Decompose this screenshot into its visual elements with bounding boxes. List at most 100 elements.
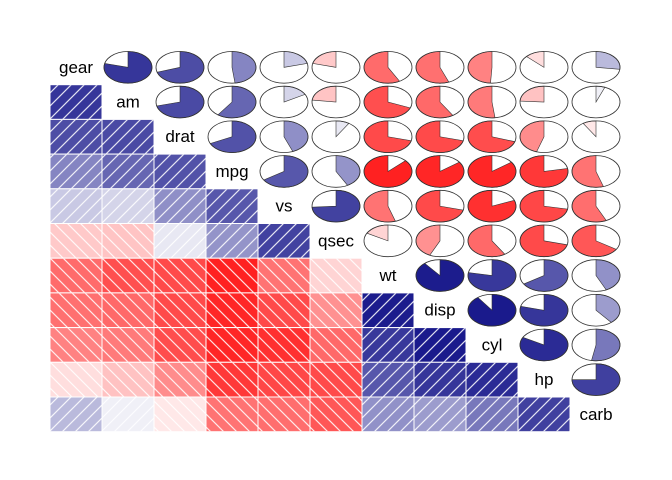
pie-outline: [519, 189, 569, 223]
shade-cell-wt-vs: [257, 257, 311, 294]
pie-cell-cyl-carb: [571, 328, 621, 362]
pie-outline: [519, 224, 569, 258]
pie-outline: [259, 85, 309, 119]
pie-outline: [207, 51, 257, 84]
pie-outline: [155, 85, 205, 119]
pie-cell-vs-hp: [519, 189, 569, 223]
shade-hatch: [206, 328, 258, 362]
shade-hatch: [102, 328, 154, 362]
shade-hatch: [154, 189, 206, 223]
pie-outline: [259, 155, 309, 188]
pie-outline: [519, 293, 569, 327]
pie-slice: [231, 51, 257, 84]
pie-cell-am-hp: [519, 85, 569, 119]
variable-label-wt: wt: [379, 266, 397, 285]
pie-outline: [415, 120, 465, 154]
pie-cell-qsec-disp: [415, 224, 465, 258]
shade-cell-qsec-gear: [49, 223, 103, 259]
pie-outline: [259, 51, 309, 84]
shade-hatch: [50, 258, 102, 293]
shade-hatch: [362, 293, 414, 328]
shade-cell-drat-gear: [49, 118, 103, 155]
shade-hatch: [414, 362, 466, 397]
pie-cell-gear-drat: [155, 51, 205, 84]
pie-outline: [467, 155, 517, 188]
pie-cell-wt-hp: [519, 259, 569, 292]
pie-outline: [467, 224, 517, 258]
pie-outline: [207, 85, 257, 119]
shade-hatch: [102, 154, 154, 189]
pie-outline: [311, 155, 361, 188]
shade-hatch: [154, 224, 206, 258]
pie-cell-gear-qsec: [311, 51, 361, 84]
pie-cell-am-vs: [259, 85, 309, 119]
pie-cell-am-disp: [415, 85, 465, 119]
shade-hatch: [466, 362, 518, 397]
shade-cell-carb-cyl: [465, 396, 519, 433]
shade-cell-vs-am: [101, 188, 155, 225]
pie-cell-vs-disp: [415, 189, 465, 223]
shade-cell-wt-mpg: [205, 257, 259, 294]
pie-outline: [467, 293, 517, 327]
pie-outline: [467, 51, 517, 84]
shade-cell-carb-drat: [153, 396, 207, 433]
pie-cell-qsec-carb: [571, 224, 621, 258]
pie-outline: [311, 189, 361, 223]
shade-hatch: [154, 362, 206, 397]
shade-cell-cyl-disp: [413, 327, 467, 363]
pie-cell-wt-cyl: [467, 259, 517, 292]
pie-cell-mpg-qsec: [311, 155, 361, 188]
shade-cell-qsec-drat: [153, 223, 207, 259]
shade-cell-carb-gear: [49, 396, 103, 433]
shade-cell-carb-disp: [413, 396, 467, 433]
variable-label-mpg: mpg: [215, 162, 248, 181]
pie-outline: [571, 224, 621, 258]
shade-hatch: [310, 328, 362, 362]
shade-hatch: [258, 397, 310, 432]
variable-label-am: am: [116, 93, 140, 112]
shade-cell-carb-mpg: [205, 396, 259, 433]
pie-cell-drat-carb: [571, 120, 621, 154]
shade-hatch: [206, 293, 258, 328]
shade-cell-vs-drat: [153, 188, 207, 225]
shade-hatch: [206, 189, 258, 223]
pie-cell-drat-qsec: [311, 120, 361, 154]
shade-hatch: [50, 85, 102, 119]
shade-cell-disp-gear: [49, 292, 103, 329]
pie-outline: [311, 51, 361, 84]
pie-cell-vs-wt: [363, 189, 413, 223]
pie-cell-drat-wt: [363, 120, 413, 154]
shade-cell-cyl-vs: [257, 327, 311, 363]
shade-hatch: [258, 328, 310, 362]
shade-cell-disp-am: [101, 292, 155, 329]
pie-outline: [519, 51, 569, 84]
shade-hatch: [50, 119, 102, 154]
shade-hatch: [102, 119, 154, 154]
shade-hatch: [102, 224, 154, 258]
pie-cell-vs-carb: [571, 189, 621, 223]
pie-cell-mpg-carb: [571, 155, 621, 188]
shade-cell-cyl-qsec: [309, 327, 363, 363]
variable-label-cyl: cyl: [482, 335, 503, 354]
shade-hatch: [206, 224, 258, 258]
shade-hatch: [102, 189, 154, 223]
shade-cell-wt-qsec: [309, 257, 363, 294]
pie-cell-qsec-wt: [363, 224, 413, 258]
pie-outline: [467, 85, 517, 119]
pie-outline: [571, 51, 621, 84]
shade-cell-cyl-drat: [153, 327, 207, 363]
shade-hatch: [362, 362, 414, 397]
pie-cell-disp-cyl: [467, 293, 517, 327]
pie-cell-cyl-hp: [519, 328, 569, 362]
shade-hatch: [154, 258, 206, 293]
variable-label-vs: vs: [276, 197, 293, 216]
pie-outline: [519, 259, 569, 292]
shade-cell-qsec-am: [101, 223, 155, 259]
shade-hatch: [154, 328, 206, 362]
shade-cell-wt-drat: [153, 257, 207, 294]
shade-hatch: [362, 328, 414, 362]
shade-cell-cyl-mpg: [205, 327, 259, 363]
pie-outline: [571, 363, 621, 396]
shade-cell-vs-gear: [49, 188, 103, 225]
